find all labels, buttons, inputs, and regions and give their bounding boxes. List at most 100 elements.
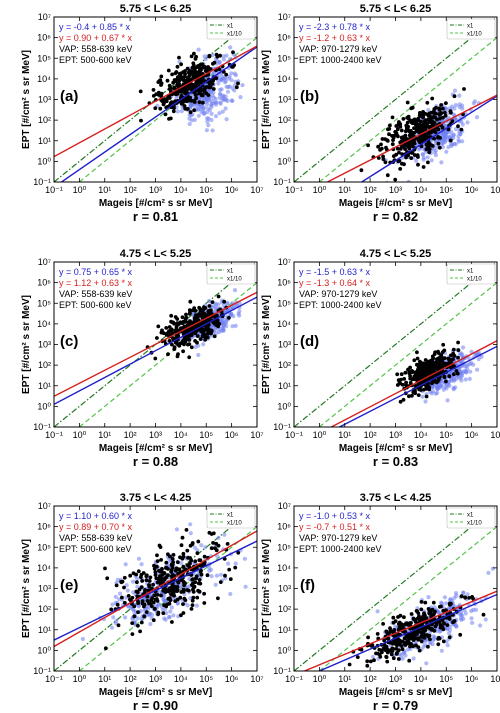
data-point-black [132,604,137,609]
data-point-black [174,79,179,84]
data-point-black [165,78,170,83]
data-point-black [419,639,424,644]
x-tick-label: 10⁰ [73,185,87,195]
data-point-black [427,385,431,389]
data-point-blue [188,522,193,527]
data-point-black [463,595,468,600]
data-point-black [426,359,431,364]
data-point-black [435,117,439,122]
data-point-black [447,374,452,379]
data-point-black [168,86,173,91]
data-point-blue [204,99,209,105]
data-point-black [109,607,114,612]
data-point-black [210,300,215,304]
data-point-black [381,622,385,626]
reference-line-x1-10 [318,37,497,182]
data-point-black [467,596,471,600]
data-point-black [166,573,170,578]
data-point-blue [226,561,231,566]
x-tick-label: 10¹ [98,674,111,684]
legend-box [206,18,256,40]
y-tick-label: 10³ [278,584,291,594]
data-point-black [400,624,405,628]
data-point-blue [445,643,450,648]
x-tick-label: 10³ [389,430,402,440]
data-point-black [157,543,162,548]
legend-box [446,263,496,285]
data-point-black [185,548,190,553]
data-point-black [434,105,438,110]
data-point-black [179,613,183,618]
data-point-black [211,87,216,91]
data-point-blue [461,590,466,596]
x-tick-label: 10⁴ [174,674,188,684]
legend-label-x1-10: x1/10 [467,277,482,283]
y-tick-label: 10⁵ [277,542,291,552]
data-point-black [418,359,422,364]
y-tick-label: 10⁷ [278,257,291,267]
data-point-black [379,146,384,151]
data-point-black [443,361,447,366]
data-point-black [429,110,434,115]
data-point-blue [453,591,459,596]
reference-line-x1-10 [318,526,497,671]
correlation-label: r = 0.88 [133,454,178,469]
data-point-black [160,328,164,333]
data-point-black [452,372,456,377]
data-point-black [164,560,169,565]
data-point-black [227,567,232,572]
x-tick-label: 10² [364,430,377,440]
data-point-black [222,299,227,304]
y-tick-label: 10² [278,604,291,614]
data-point-blue [114,618,119,624]
correlation-label: r = 0.90 [133,698,178,713]
data-point-black [130,632,135,636]
data-point-black [175,585,180,589]
data-point-blue [221,317,226,322]
data-point-black [171,320,176,325]
data-point-blue [411,656,416,661]
x-tick-label: 10² [124,185,137,195]
data-point-black [402,136,407,141]
data-point-black [139,585,144,589]
ept-energy-label: EPT: 1000-2400 keV [299,544,382,554]
data-point-black [397,642,402,647]
data-point-black [417,648,422,653]
data-point-black [403,370,408,375]
data-point-blue [456,139,462,144]
data-point-black [167,117,171,121]
chart-title: 3.75 < L< 4.25 [360,492,432,504]
data-point-blue [433,153,438,158]
data-point-blue [232,88,237,93]
data-point-blue [229,71,234,76]
data-point-black [207,54,212,59]
data-point-black [384,629,389,634]
data-point-black [153,356,158,361]
data-point-black [415,123,419,128]
data-point-black [172,593,177,598]
data-point-black [451,347,456,352]
data-point-blue [115,577,120,582]
data-point-black [431,369,435,373]
data-point-black [402,615,406,620]
data-point-black [396,134,400,139]
data-point-blue [461,345,466,350]
data-point-blue [110,602,115,607]
data-point-black [152,607,157,611]
data-point-black [185,107,190,111]
data-point-blue [111,615,116,620]
data-point-black [441,342,446,347]
fit-line-red [325,94,497,182]
data-point-blue [431,636,437,642]
data-point-black [444,101,448,105]
data-point-black [401,145,406,149]
data-point-black [205,573,210,578]
data-point-blue [444,386,449,391]
data-point-blue [221,57,226,62]
data-point-black [390,142,395,147]
data-point-black [105,576,110,581]
data-point-black [415,356,420,361]
data-point-blue [109,625,115,630]
x-tick-label: 10⁴ [174,185,188,195]
data-point-black [422,124,426,129]
